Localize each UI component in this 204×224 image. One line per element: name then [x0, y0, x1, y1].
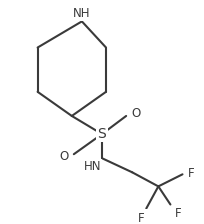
Text: F: F	[187, 167, 194, 180]
Text: O: O	[131, 108, 140, 121]
Text: F: F	[138, 211, 144, 224]
Text: S: S	[98, 127, 106, 141]
Text: NH: NH	[73, 7, 91, 20]
Text: F: F	[174, 207, 181, 220]
Text: HN: HN	[83, 160, 101, 173]
Text: O: O	[60, 150, 69, 163]
